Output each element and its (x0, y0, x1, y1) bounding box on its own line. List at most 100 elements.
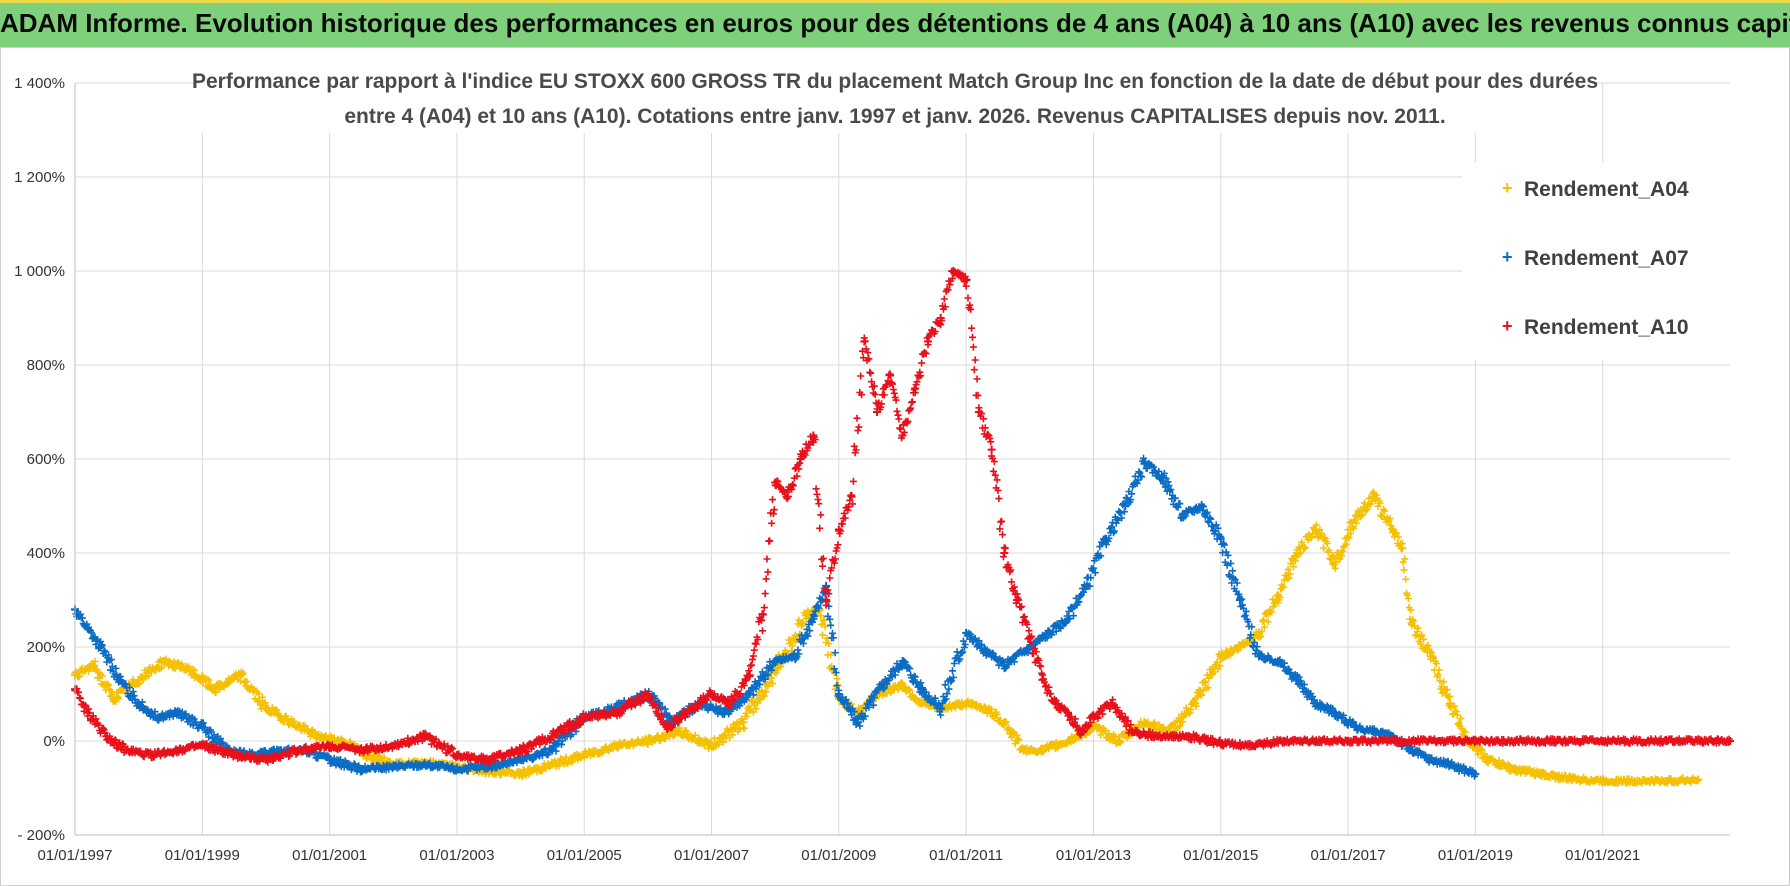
data-point-a10 (1051, 699, 1060, 708)
data-point-a10 (1000, 549, 1009, 557)
data-point-a10 (357, 746, 366, 755)
series-points (71, 267, 1734, 787)
data-point-a07 (1471, 769, 1480, 778)
data-point-a10 (898, 431, 907, 440)
data-point-a07 (834, 690, 843, 698)
data-point-a04 (236, 671, 245, 680)
data-point-a10 (822, 596, 831, 604)
legend-marker-a10: + (1502, 316, 1513, 336)
x-tick-label: 01/01/1997 (37, 847, 112, 864)
y-tick-label: 600% (27, 451, 65, 468)
data-point-a07 (1350, 722, 1359, 731)
x-tick-label: 01/01/2013 (1056, 847, 1131, 864)
data-point-a04 (1191, 699, 1200, 708)
data-point-a04 (185, 666, 194, 675)
data-point-a07 (96, 643, 105, 651)
data-point-a07 (274, 746, 283, 755)
y-tick-label: 200% (27, 639, 65, 656)
data-point-a04 (1235, 643, 1244, 651)
data-point-a04 (261, 704, 270, 713)
data-point-a10 (758, 610, 767, 619)
data-point-a07 (1025, 643, 1034, 651)
data-point-a10 (923, 337, 932, 346)
data-point-a10 (726, 699, 735, 708)
data-point-a04 (1019, 746, 1028, 755)
data-point-a04 (312, 732, 321, 741)
data-point-a04 (675, 727, 684, 736)
data-point-a07 (115, 675, 124, 684)
data-point-a10 (147, 751, 156, 760)
data-point-a04 (1038, 746, 1047, 755)
data-point-a07 (936, 704, 945, 713)
data-point-a10 (1184, 732, 1193, 741)
data-point-a04 (1064, 737, 1072, 745)
y-tick-label: 1 200% (14, 169, 65, 186)
data-point-a07 (1159, 473, 1168, 482)
data-point-a04 (1388, 525, 1397, 534)
data-point-a04 (1331, 558, 1340, 567)
data-point-a10 (484, 755, 493, 764)
data-point-a07 (1083, 581, 1092, 590)
data-point-a10 (389, 741, 398, 750)
legend-label-a04: Rendement_A04 (1524, 178, 1689, 201)
data-point-a10 (771, 478, 780, 487)
data-point-a10 (949, 267, 958, 275)
data-point-a07 (198, 722, 207, 731)
data-point-a07 (790, 652, 799, 661)
data-point-a07 (1140, 459, 1149, 468)
data-point-a04 (1398, 544, 1407, 553)
data-point-a04 (1445, 699, 1454, 708)
data-point-a04 (1535, 769, 1544, 778)
data-point-a07 (1216, 534, 1225, 543)
data-point-a04 (1662, 776, 1671, 785)
x-tick-label: 01/01/2021 (1565, 847, 1640, 864)
data-point-a07 (1274, 657, 1283, 666)
data-point-a07 (389, 762, 398, 771)
data-point-a10 (230, 751, 239, 760)
data-point-a10 (707, 690, 716, 698)
x-tick-label: 01/01/2009 (801, 847, 876, 864)
data-point-a04 (90, 661, 99, 670)
x-tick-label: 01/01/2011 (929, 847, 1003, 864)
data-point-a04 (1407, 619, 1416, 628)
y-tick-label: 400% (27, 545, 65, 562)
data-point-a10 (261, 755, 270, 764)
data-point-a10 (121, 746, 130, 755)
data-point-a10 (809, 431, 818, 440)
data-point-a10 (580, 713, 589, 722)
data-point-a07 (1293, 675, 1302, 684)
legend: + Rendement_A04 + Rendement_A07 + Rendem… (1462, 162, 1730, 360)
data-point-a10 (1013, 596, 1022, 604)
data-point-a07 (548, 746, 557, 755)
chart-title-line-2: entre 4 (A04) et 10 ans (A10). Cotations… (344, 105, 1445, 128)
legend-marker-a04: + (1502, 178, 1513, 198)
x-tick-label: 01/01/2005 (547, 847, 622, 864)
data-point-a04 (898, 680, 907, 689)
data-point-a10 (643, 690, 652, 698)
data-point-a07 (853, 718, 862, 727)
data-point-a10 (885, 370, 894, 379)
report-banner: ADAM Informe. Evolution historique des p… (0, 0, 1790, 47)
data-point-a04 (707, 741, 716, 750)
data-point-a10 (612, 708, 621, 717)
data-point-a04 (917, 699, 926, 708)
data-point-a07 (809, 614, 818, 623)
data-point-a04 (643, 737, 652, 745)
data-point-a04 (962, 699, 971, 708)
data-point-a04 (548, 760, 557, 769)
data-point-a10 (548, 732, 557, 741)
data-point-a10 (987, 445, 996, 454)
data-point-a10 (745, 671, 754, 680)
series-a07 (71, 454, 1480, 780)
data-point-a07 (1102, 534, 1111, 543)
x-tick-label: 01/01/2015 (1183, 847, 1258, 864)
data-point-a07 (962, 628, 971, 637)
data-point-a04 (1484, 755, 1493, 764)
data-point-a04 (160, 657, 169, 666)
data-point-a04 (211, 685, 220, 694)
data-point-a07 (1331, 708, 1340, 717)
data-point-a10 (516, 746, 525, 755)
data-point-a04 (1000, 718, 1009, 727)
data-point-a07 (172, 708, 181, 717)
data-point-a07 (1197, 502, 1206, 510)
